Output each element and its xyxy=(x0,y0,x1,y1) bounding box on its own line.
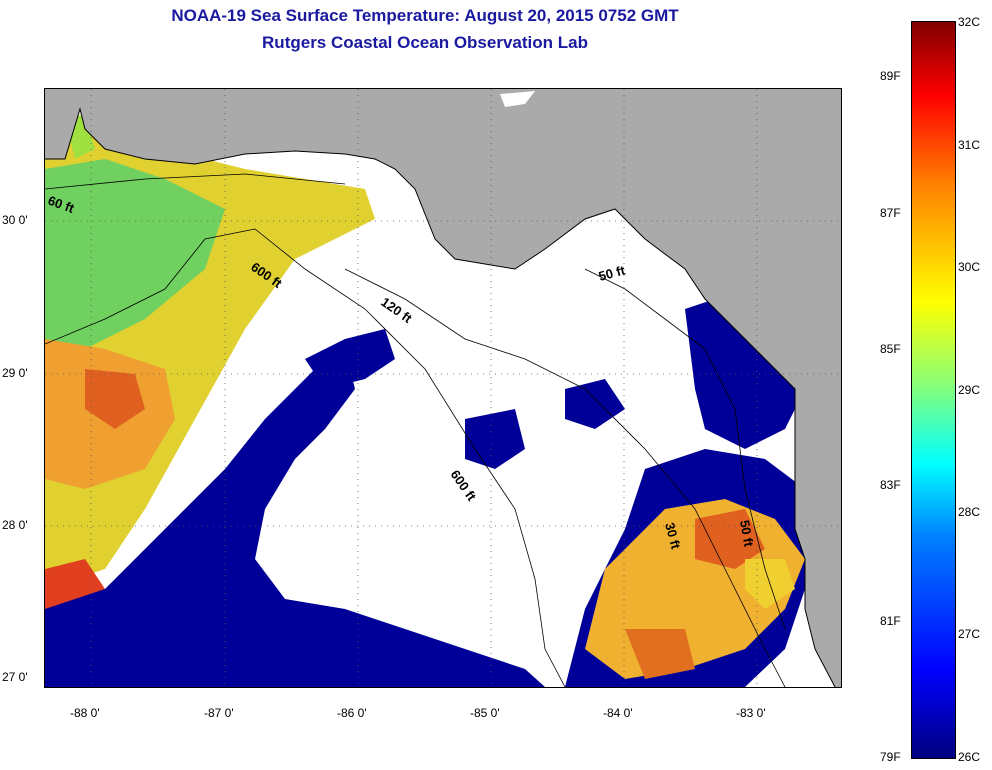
map-title: NOAA-19 Sea Surface Temperature: August … xyxy=(171,6,679,25)
colorbar-fahrenheit-label: 85F xyxy=(880,342,901,356)
lon-label: -83 0' xyxy=(736,706,766,720)
sst-map: 60 ft 600 ft 120 ft 600 ft 50 ft 30 ft 5… xyxy=(44,88,842,688)
colorbar-fahrenheit-label: 83F xyxy=(880,478,901,492)
map-canvas: 60 ft 600 ft 120 ft 600 ft 50 ft 30 ft 5… xyxy=(45,89,841,687)
colorbar-fahrenheit-label: 89F xyxy=(880,69,901,83)
lat-label: 28 0' xyxy=(2,518,28,532)
colorbar-fahrenheit-label: 81F xyxy=(880,614,901,628)
contour-label: 50 ft xyxy=(737,519,757,549)
colorbar-celsius-label: 26C xyxy=(958,750,981,764)
lon-label: -85 0' xyxy=(470,706,500,720)
colorbar-celsius-label: 31C xyxy=(958,138,981,152)
lat-label: 27 0' xyxy=(2,670,28,684)
contour-label: 30 ft xyxy=(662,521,684,551)
colorbar-celsius-label: 30C xyxy=(958,260,981,274)
lon-label: -87 0' xyxy=(204,706,234,720)
lon-label: -84 0' xyxy=(603,706,633,720)
lon-label: -86 0' xyxy=(337,706,367,720)
colorbar-fahrenheit-label: 79F xyxy=(880,750,901,764)
colorbar-celsius-label: 32C xyxy=(958,15,981,29)
lat-label: 30 0' xyxy=(2,213,28,227)
lon-label: -88 0' xyxy=(70,706,100,720)
colorbar-celsius-label: 28C xyxy=(958,505,981,519)
colorbar-fahrenheit-label: 87F xyxy=(880,206,901,220)
contour-label: 50 ft xyxy=(597,262,627,284)
colorbar-celsius-label: 29C xyxy=(958,383,981,397)
temperature-colorbar xyxy=(911,21,956,759)
colorbar-celsius-label: 27C xyxy=(958,627,981,641)
map-subtitle: Rutgers Coastal Ocean Observation Lab xyxy=(262,33,588,52)
lat-label: 29 0' xyxy=(2,366,28,380)
